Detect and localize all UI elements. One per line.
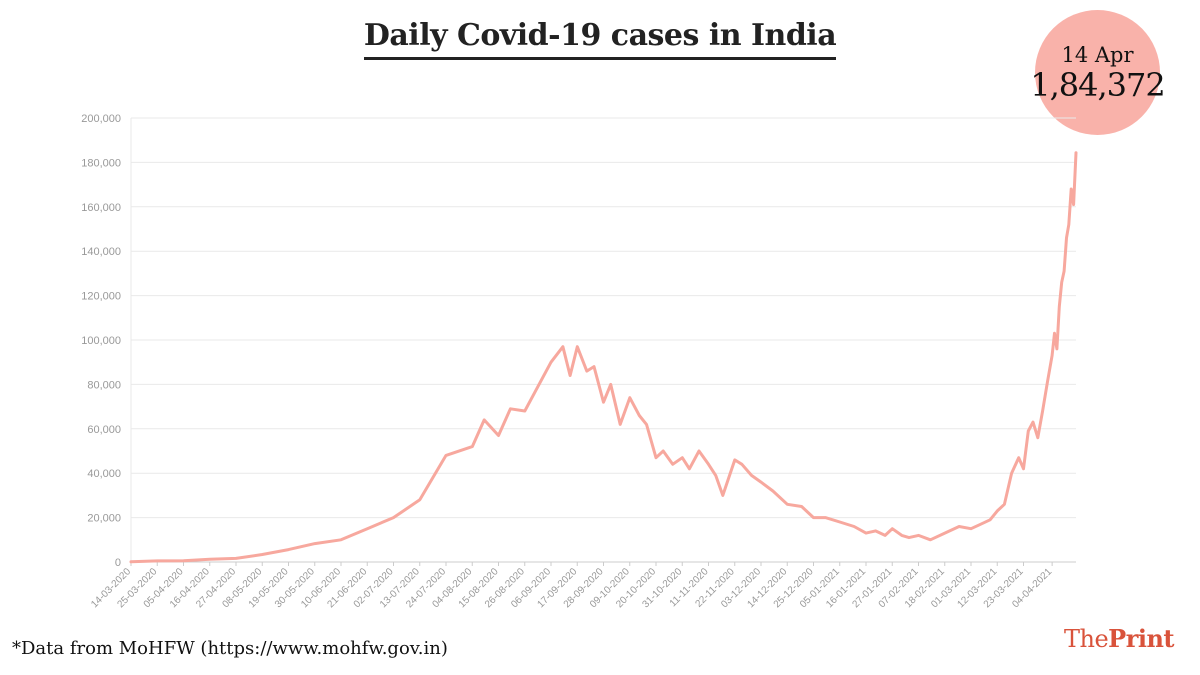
y-tick-label: 200,000 [81,113,121,125]
y-tick-label: 140,000 [81,246,121,258]
y-tick-label: 60,000 [87,424,121,436]
y-tick-label: 20,000 [87,513,121,525]
y-tick-label: 80,000 [87,379,121,391]
x-axis: 14-03-202025-03-202005-04-202016-04-2020… [89,562,1055,610]
latest-date: 14 Apr [1061,42,1134,67]
chart-title-wrap: Daily Covid-19 cases in India [0,18,1200,60]
data-source-note: *Data from MoHFW (https://www.mohfw.gov.… [12,638,448,659]
y-tick-label: 100,000 [81,335,121,347]
series-line-daily-cases [129,151,1078,564]
y-tick-label: 0 [115,557,121,569]
chart-title: Daily Covid-19 cases in India [363,18,837,60]
y-tick-label: 160,000 [81,202,121,214]
y-axis: 0 20,000 40,000 60,000 80,000 100,000 120,000 1… [81,113,121,569]
brand-logo-the: The [1063,625,1109,653]
latest-value-badge: 14 Apr 1,84,372 [1030,10,1166,135]
brand-logo-print: Print [1108,624,1174,653]
y-tick-label: 120,000 [81,291,121,303]
latest-value: 1,84,372 [1030,65,1165,104]
brand-logo: ThePrint [1063,624,1175,653]
y-tick-label: 40,000 [87,468,121,480]
grid-layer [130,117,1076,563]
y-tick-label: 180,000 [81,157,121,169]
